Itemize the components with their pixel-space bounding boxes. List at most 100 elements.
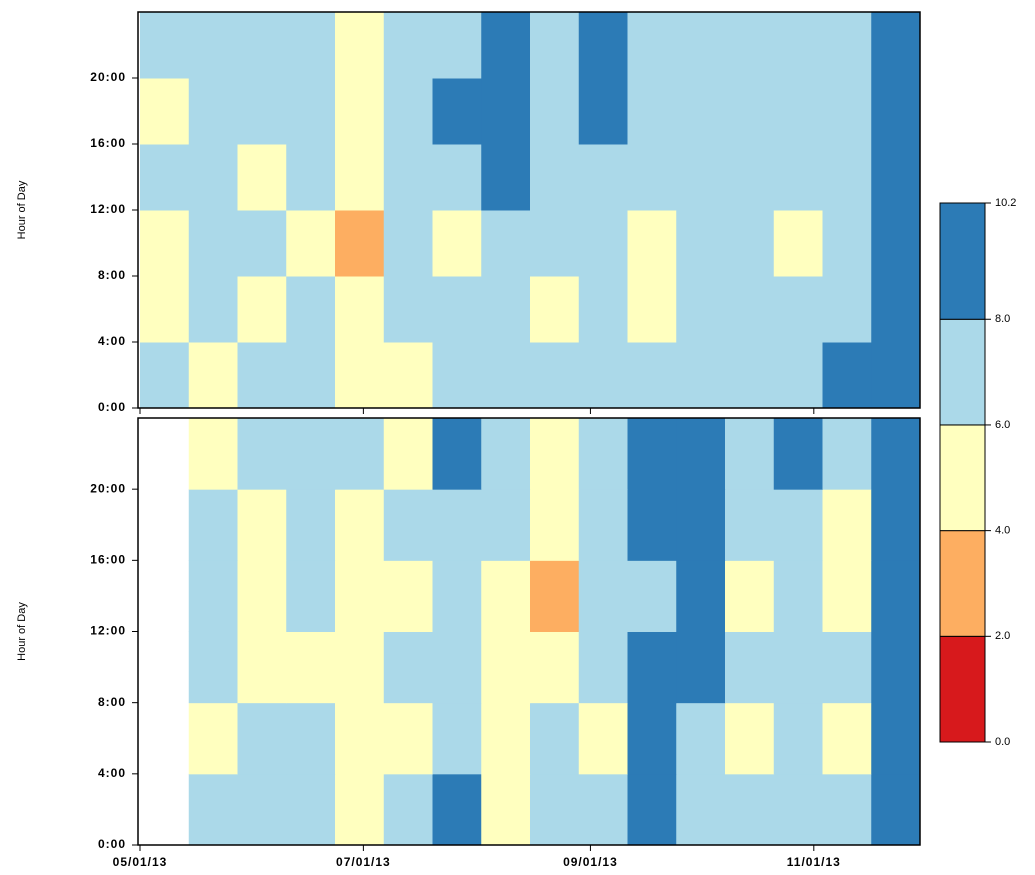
heat-cell: [383, 702, 433, 775]
x-tick-label: 09/01/13: [563, 855, 618, 869]
heat-cell: [383, 210, 433, 277]
heat-cell: [773, 144, 823, 211]
y-tick-label: 20:00: [90, 481, 126, 495]
heat-cell: [676, 631, 726, 704]
heat-cell: [286, 560, 336, 632]
heat-cell: [627, 773, 677, 846]
heat-cell: [871, 702, 921, 775]
heat-cell: [871, 631, 921, 704]
heat-cell: [481, 276, 531, 343]
heat-cell: [627, 276, 677, 343]
heat-cell: [481, 773, 531, 846]
heat-cell: [432, 702, 482, 775]
y-tick-label: 16:00: [90, 136, 126, 150]
heat-cell: [383, 631, 433, 704]
heat-cell: [383, 276, 433, 343]
heat-cell: [237, 702, 287, 775]
heat-cell: [773, 12, 823, 79]
heat-cell: [530, 489, 580, 561]
x-tick-label: 05/01/13: [113, 855, 168, 869]
heat-cell: [383, 78, 433, 145]
heat-cell: [725, 276, 775, 343]
heat-cell: [530, 144, 580, 211]
heat-cell: [335, 276, 385, 343]
heat-cell: [237, 418, 287, 490]
heat-cell: [725, 560, 775, 632]
heat-cell: [578, 702, 628, 775]
y-axis-label: Hour of Day: [16, 180, 28, 239]
heat-cell: [335, 418, 385, 490]
heat-cell: [237, 631, 287, 704]
heat-cell: [530, 78, 580, 145]
heat-cell: [578, 144, 628, 211]
heat-cell: [530, 276, 580, 343]
heat-cell: [383, 418, 433, 490]
heat-cell: [773, 210, 823, 277]
heat-cell: [286, 489, 336, 561]
heat-cell: [383, 773, 433, 846]
heat-cell: [773, 631, 823, 704]
y-tick-label: 8:00: [98, 268, 126, 282]
y-tick-label: 12:00: [90, 624, 126, 638]
heat-cell: [237, 276, 287, 343]
heat-cell: [871, 560, 921, 632]
heat-cell: [432, 210, 482, 277]
y-tick-label: 8:00: [98, 695, 126, 709]
heat-cell: [627, 418, 677, 490]
heat-cell: [676, 78, 726, 145]
heat-cell: [676, 560, 726, 632]
heat-cell: [188, 210, 238, 277]
heat-cell: [188, 489, 238, 561]
heat-cell: [578, 210, 628, 277]
heat-cell: [676, 342, 726, 409]
heat-cell: [188, 12, 238, 79]
heat-cell: [432, 12, 482, 79]
heat-cell: [822, 342, 872, 409]
colorkey-label: 6.0: [995, 419, 1010, 431]
heat-cell: [725, 418, 775, 490]
heat-cell: [188, 418, 238, 490]
heat-cell: [432, 631, 482, 704]
heat-cell: [871, 489, 921, 561]
heat-cell: [871, 144, 921, 211]
heat-cell: [481, 78, 531, 145]
heat-cell: [286, 418, 336, 490]
heat-cell: [530, 773, 580, 846]
heat-cell: [335, 773, 385, 846]
heat-cell: [432, 276, 482, 343]
heat-cell: [335, 342, 385, 409]
heat-cell: [530, 702, 580, 775]
heat-cell: [286, 78, 336, 145]
y-tick-label: 12:00: [90, 202, 126, 216]
heat-cell: [481, 560, 531, 632]
heat-cell: [627, 78, 677, 145]
heat-cell: [530, 342, 580, 409]
heat-cell: [773, 276, 823, 343]
heat-cell: [578, 418, 628, 490]
heat-cell: [286, 12, 336, 79]
heat-cell: [871, 342, 921, 409]
heat-cell: [627, 702, 677, 775]
heat-cell: [676, 276, 726, 343]
heat-cell: [140, 144, 190, 211]
heat-cell: [627, 342, 677, 409]
heat-cell: [237, 144, 287, 211]
heat-cell: [725, 144, 775, 211]
heat-cell: [286, 702, 336, 775]
colorkey-swatch: [939, 318, 986, 426]
colorkey-swatch: [939, 530, 986, 637]
heat-cell: [335, 489, 385, 561]
heat-cell: [676, 144, 726, 211]
heat-cell: [822, 489, 872, 561]
heat-cell: [822, 144, 872, 211]
heat-cell: [286, 773, 336, 846]
heat-cell: [725, 773, 775, 846]
heat-cell: [773, 489, 823, 561]
y-tick-label: 16:00: [90, 553, 126, 567]
y-tick-label: 4:00: [98, 334, 126, 348]
heat-cell: [725, 342, 775, 409]
heat-cell: [432, 144, 482, 211]
heat-cell: [676, 489, 726, 561]
heat-cell: [822, 631, 872, 704]
heat-cell: [432, 773, 482, 846]
